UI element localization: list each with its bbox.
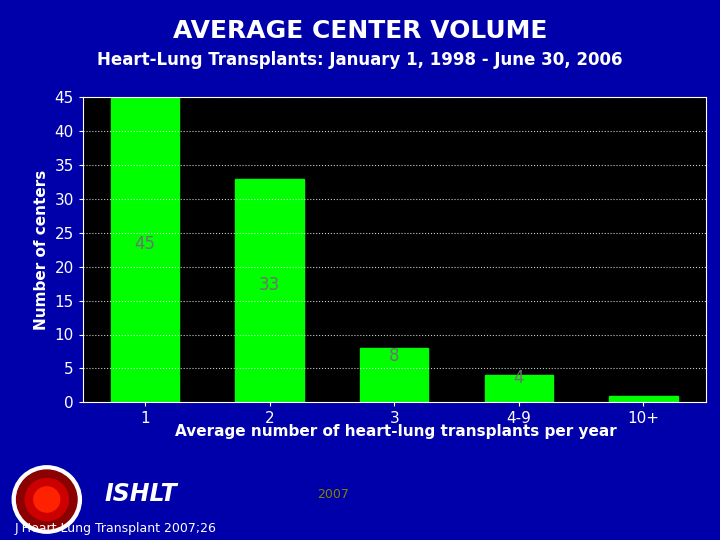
Circle shape — [25, 478, 68, 521]
Bar — [360, 348, 428, 402]
Circle shape — [17, 470, 77, 529]
Text: 45: 45 — [135, 235, 156, 253]
Bar — [235, 179, 304, 402]
Bar — [609, 395, 678, 402]
Text: ISHLT: ISHLT — [104, 482, 177, 506]
Bar — [485, 375, 553, 402]
Text: Heart-Lung Transplants: January 1, 1998 - June 30, 2006: Heart-Lung Transplants: January 1, 1998 … — [97, 51, 623, 69]
Text: Average number of heart-lung transplants per year: Average number of heart-lung transplants… — [175, 424, 617, 439]
Circle shape — [34, 487, 60, 512]
Y-axis label: Number of centers: Number of centers — [34, 170, 49, 330]
Text: 4: 4 — [513, 369, 524, 387]
Text: 2007: 2007 — [317, 488, 348, 501]
Text: 33: 33 — [259, 276, 280, 294]
Bar — [111, 97, 179, 402]
Circle shape — [12, 466, 81, 533]
Text: J Heart Lung Transplant 2007;26: J Heart Lung Transplant 2007;26 — [14, 522, 216, 535]
Text: AVERAGE CENTER VOLUME: AVERAGE CENTER VOLUME — [173, 19, 547, 43]
Text: 8: 8 — [389, 347, 400, 365]
